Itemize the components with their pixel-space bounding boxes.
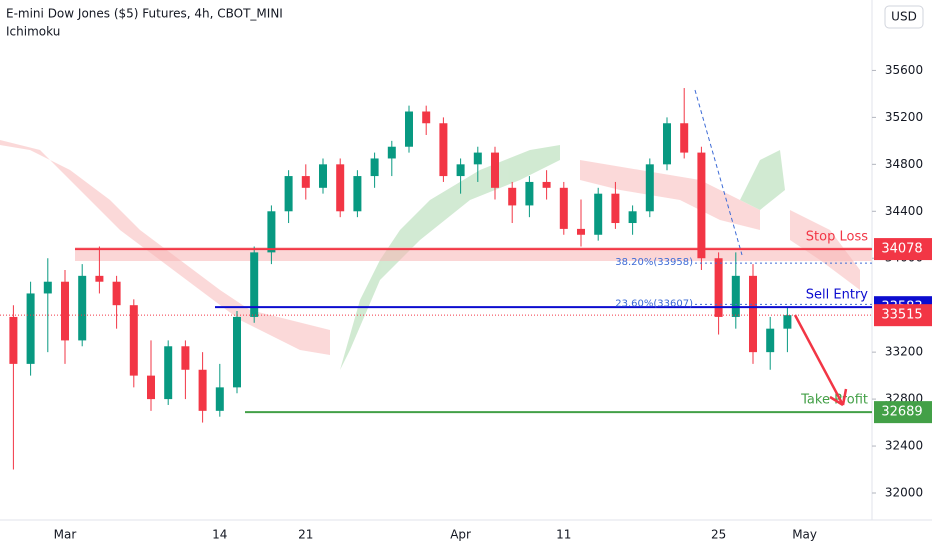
x-tick-label: 21: [298, 528, 313, 542]
y-tick-label: 35600: [885, 63, 923, 77]
candle-body: [749, 275, 757, 353]
x-tick-label: Apr: [450, 528, 471, 542]
y-tick-label: 35200: [885, 110, 923, 124]
candle-body: [663, 123, 671, 165]
candle-body: [267, 211, 276, 253]
candle-body: [61, 281, 69, 341]
x-tick-label: 14: [212, 528, 227, 542]
candle-body: [353, 176, 362, 212]
candle-body: [645, 164, 654, 212]
candle-body: [577, 228, 585, 235]
y-tick-label: 34800: [885, 157, 923, 171]
y-tick-label: 34400: [885, 204, 923, 218]
candle-body: [215, 387, 224, 411]
candle-body: [508, 187, 517, 206]
currency[interactable]: USD: [891, 10, 917, 24]
indicator-name: Ichimoku: [6, 25, 60, 39]
candle-body: [112, 281, 121, 306]
fib-label: 38.20%(33958): [615, 257, 693, 268]
currency-button[interactable]: [884, 5, 924, 29]
candle-body: [233, 316, 241, 388]
y-tick-label: 32400: [885, 439, 923, 453]
candle-body: [9, 316, 18, 364]
candle-body: [405, 111, 413, 147]
x-tick-label: 25: [711, 528, 726, 542]
candle-body: [714, 258, 723, 317]
candle-body: [43, 281, 52, 294]
candle-body: [491, 152, 499, 188]
candle-body: [525, 181, 534, 206]
candle-body: [198, 369, 207, 411]
price-tag-label: 32689: [881, 405, 922, 420]
x-tick-label: Mar: [54, 528, 77, 542]
candle-body: [456, 164, 465, 177]
candle-body: [594, 193, 603, 235]
candle-body: [181, 346, 190, 370]
candle-body: [147, 375, 155, 400]
candle-body: [628, 211, 637, 224]
candle-body: [559, 187, 568, 229]
price-tag: [874, 304, 932, 327]
candle-body: [250, 252, 259, 317]
candle-body: [611, 193, 620, 224]
candle-body: [680, 123, 689, 153]
candle-body: [336, 164, 345, 212]
price-tag-label: 33515: [881, 308, 922, 323]
candle-body: [766, 328, 775, 353]
price-tag-label: 34078: [881, 242, 922, 257]
trend-line: [694, 89, 743, 256]
candle-body: [697, 152, 706, 259]
chart-title: E-mini Dow Jones ($5) Futures, 4h, CBOT_…: [6, 7, 283, 21]
y-tick-label: 32000: [885, 486, 923, 500]
x-tick-label: May: [792, 528, 817, 542]
candle-body: [387, 146, 396, 159]
candle-body: [422, 111, 431, 124]
candle-body: [78, 275, 87, 341]
fib-label: 23.60%(33607): [615, 298, 693, 309]
candle-body: [95, 275, 104, 282]
candle-body: [370, 158, 379, 177]
y-tick-label: 33200: [885, 345, 923, 359]
candle-body: [301, 176, 310, 188]
candle-body: [473, 152, 482, 165]
candle-body: [731, 275, 740, 317]
candle-body: [542, 181, 551, 188]
candle-body: [26, 293, 35, 364]
candle-body: [164, 346, 173, 400]
price-tag: [874, 401, 932, 424]
candle-body: [783, 315, 792, 329]
candle-body: [284, 176, 293, 212]
level-label: Sell Entry: [806, 288, 869, 303]
price-tag: [874, 238, 932, 261]
level-label: Stop Loss: [806, 230, 868, 245]
candle-body: [129, 305, 138, 376]
x-tick-label: 11: [556, 528, 571, 542]
arrow: [793, 314, 848, 407]
candle-body: [319, 164, 327, 188]
candle-body: [439, 123, 448, 177]
